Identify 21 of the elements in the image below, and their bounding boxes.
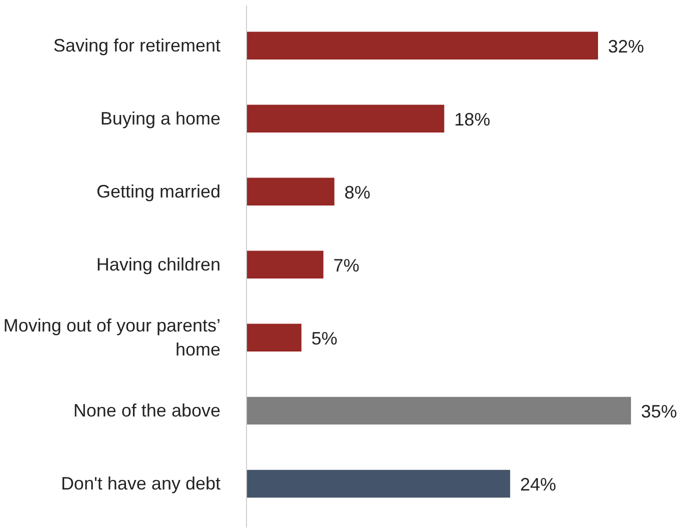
bar [246, 470, 510, 498]
data-label: 35% [640, 402, 678, 422]
data-label: 18% [454, 110, 490, 130]
bar [246, 250, 324, 279]
bar [246, 396, 631, 425]
y-tick-label: Moving out of your parents’ home [3, 316, 221, 360]
bar [246, 178, 334, 206]
data-label: 8% [344, 182, 370, 203]
data-label: 5% [311, 328, 338, 349]
data-label: 32% [608, 36, 644, 57]
bar [246, 104, 444, 133]
y-tick-label: Saving for retirement [53, 36, 221, 56]
y-tick-label: None of the above [73, 400, 221, 421]
y-tick-label: Don't have any debt [60, 474, 221, 494]
y-tick-label: Having children [96, 254, 221, 275]
bar [246, 324, 302, 352]
bar [246, 32, 598, 60]
y-tick-label: Buying a home [100, 108, 220, 129]
y-tick-label: Getting married [96, 182, 221, 202]
data-label: 24% [520, 474, 556, 495]
data-label: 7% [333, 256, 360, 276]
